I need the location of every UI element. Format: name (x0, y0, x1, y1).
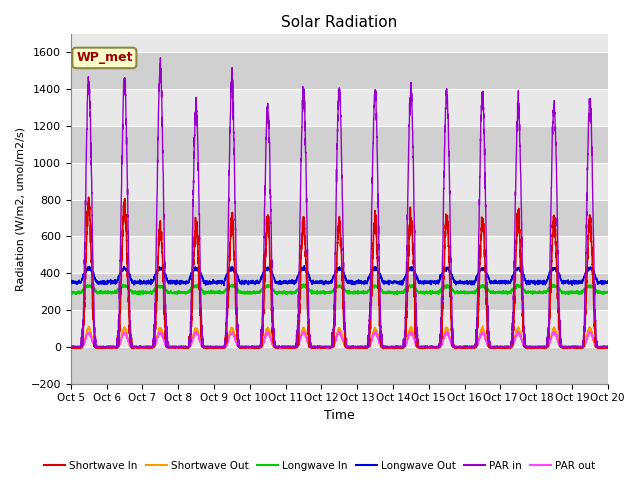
Bar (71, 89, 608, 126)
Bar (71, 273, 608, 310)
Bar (71, 310, 608, 347)
Y-axis label: Radiation (W/m2, umol/m2/s): Radiation (W/m2, umol/m2/s) (15, 127, 25, 291)
Bar (71, 126, 608, 163)
Bar (71, 347, 608, 384)
Bar (71, 200, 608, 236)
Legend: Shortwave In, Shortwave Out, Longwave In, Longwave Out, PAR in, PAR out: Shortwave In, Shortwave Out, Longwave In… (40, 456, 600, 475)
Text: WP_met: WP_met (76, 51, 132, 64)
X-axis label: Time: Time (324, 409, 355, 422)
Bar (71, 236, 608, 273)
Title: Solar Radiation: Solar Radiation (281, 15, 397, 30)
Bar (71, 163, 608, 200)
Bar (71, 52, 608, 89)
